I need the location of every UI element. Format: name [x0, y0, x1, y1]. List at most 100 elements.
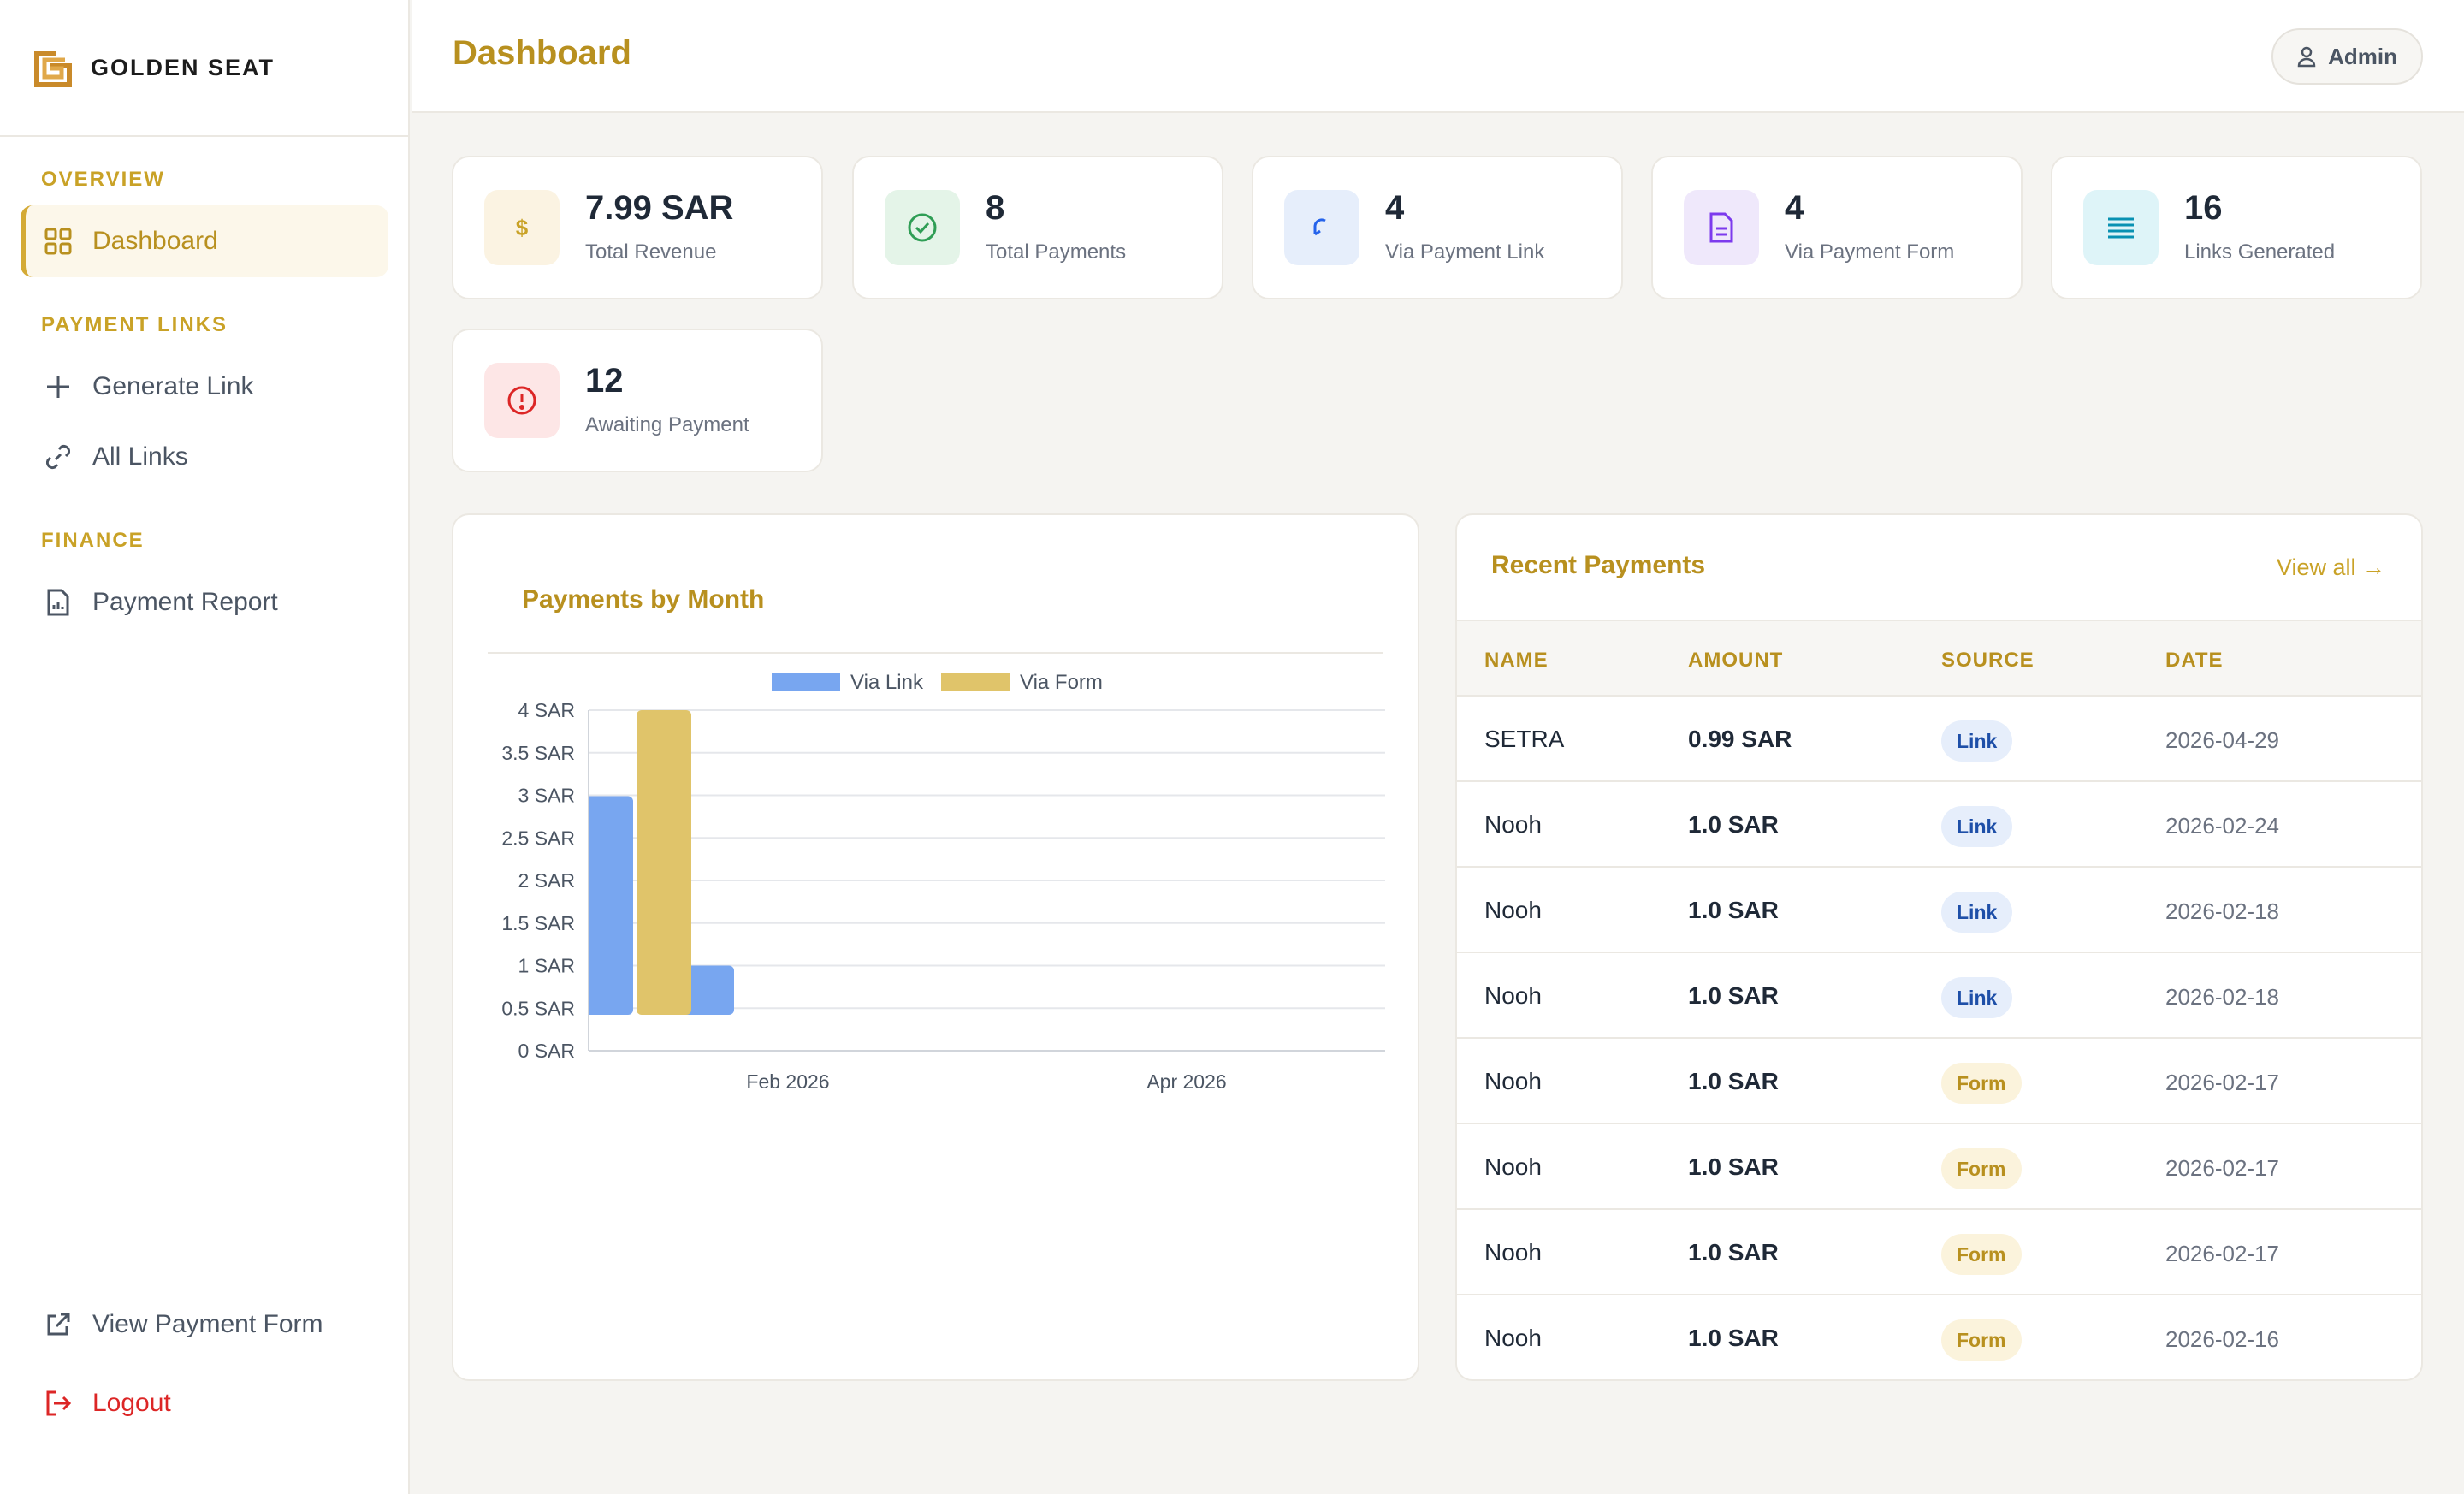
legend-label: Via Link [850, 671, 924, 694]
stat-total-revenue: $ 7.99 SAR Total Revenue [452, 156, 823, 299]
cell-date: 2026-02-17 [2165, 1155, 2279, 1181]
stat-value: 7.99 SAR [585, 189, 734, 227]
y-tick-label: 3 SAR [518, 785, 575, 807]
cell-date: 2026-02-24 [2165, 813, 2279, 839]
y-tick-label: 1 SAR [518, 955, 575, 977]
table-header: NAME AMOUNT SOURCE DATE [1457, 620, 2421, 697]
sidebar-item-all-links[interactable]: All Links [21, 421, 388, 493]
bar-via-link [589, 796, 633, 1015]
source-badge: Form [1941, 1063, 2022, 1104]
cell-name: Nooh [1484, 897, 1542, 923]
cell-name: Nooh [1484, 1068, 1542, 1094]
cell-amount: 1.0 SAR [1688, 1153, 1779, 1180]
stat-awaiting-payment: 12 Awaiting Payment [452, 329, 823, 472]
legend-swatch [772, 673, 840, 691]
stat-via-payment-link: 4 Via Payment Link [1252, 156, 1623, 299]
source-badge: Link [1941, 806, 2013, 847]
admin-user-button[interactable]: Admin [2272, 28, 2423, 85]
bar-via-form [637, 710, 691, 1015]
source-badge: Link [1941, 977, 2013, 1018]
sidebar-item-label: All Links [92, 442, 188, 471]
cell-name: Nooh [1484, 1325, 1542, 1351]
chart-title: Payments by Month [522, 585, 765, 614]
source-badge: Form [1941, 1234, 2022, 1275]
x-tick-label: Apr 2026 [1146, 1070, 1226, 1093]
column-header-date[interactable]: DATE [2165, 649, 2224, 672]
x-tick-label: Feb 2026 [746, 1070, 829, 1093]
sidebar-item-dashboard[interactable]: Dashboard [21, 205, 388, 277]
dollar-icon: $ [484, 190, 560, 265]
cell-amount: 0.99 SAR [1688, 726, 1792, 752]
view-all-link[interactable]: View all → [2276, 554, 2385, 580]
brand[interactable]: GOLDEN SEAT [0, 0, 408, 137]
column-header-amount[interactable]: AMOUNT [1688, 649, 1784, 672]
cell-date: 2026-02-17 [2165, 1241, 2279, 1266]
bar-via-link [679, 965, 734, 1015]
cell-amount: 1.0 SAR [1688, 1068, 1779, 1094]
stat-label: Links Generated [2184, 240, 2336, 264]
stat-value: 4 [1785, 189, 1804, 227]
y-tick-label: 0 SAR [518, 1040, 575, 1062]
section-payment-links: PAYMENT LINKS [41, 313, 228, 336]
sidebar-item-label: Dashboard [92, 227, 218, 255]
source-badge: Link [1941, 720, 2013, 762]
legend-label: Via Form [1020, 671, 1103, 694]
admin-label: Admin [2328, 43, 2397, 69]
cell-date: 2026-04-29 [2165, 727, 2279, 753]
y-tick-label: 0.5 SAR [501, 997, 575, 1019]
link-icon [1284, 190, 1359, 265]
y-tick-label: 2.5 SAR [501, 827, 575, 849]
check-circle-icon [885, 190, 960, 265]
cell-name: Nooh [1484, 1239, 1542, 1266]
stat-label: Total Revenue [585, 240, 717, 264]
y-tick-label: 2 SAR [518, 869, 575, 892]
stat-label: Via Payment Link [1385, 240, 1545, 264]
top-header: Dashboard Admin [412, 0, 2464, 113]
cell-date: 2026-02-18 [2165, 898, 2279, 924]
y-tick-label: 4 SAR [518, 699, 575, 721]
cell-amount: 1.0 SAR [1688, 1239, 1779, 1266]
stat-label: Via Payment Form [1785, 240, 1955, 264]
stat-total-payments: 8 Total Payments [852, 156, 1223, 299]
view-payment-form-label: View Payment Form [92, 1310, 323, 1338]
cell-name: SETRA [1484, 726, 1565, 752]
sidebar-item-payment-report[interactable]: Payment Report [21, 566, 388, 638]
source-badge: Form [1941, 1148, 2022, 1189]
y-tick-label: 1.5 SAR [501, 912, 575, 934]
table-row[interactable]: SETRA 0.99 SAR Link 2026-04-29 [1457, 697, 2421, 782]
user-icon [2297, 46, 2316, 68]
list-icon [2083, 190, 2159, 265]
sidebar-item-generate-link[interactable]: Generate Link [21, 351, 388, 423]
column-header-source[interactable]: SOURCE [1941, 649, 2035, 672]
table-row[interactable]: Nooh 1.0 SAR Form 2026-02-17 [1457, 1210, 2421, 1295]
table-row[interactable]: Nooh 1.0 SAR Form 2026-02-17 [1457, 1039, 2421, 1124]
view-payment-form-button[interactable]: View Payment Form [21, 1289, 388, 1361]
table-row[interactable]: Nooh 1.0 SAR Link 2026-02-24 [1457, 782, 2421, 868]
table-row[interactable]: Nooh 1.0 SAR Link 2026-02-18 [1457, 953, 2421, 1039]
plus-icon [43, 371, 74, 402]
section-finance: FINANCE [41, 529, 145, 552]
section-overview: OVERVIEW [41, 168, 165, 191]
sidebar: GOLDEN SEAT OVERVIEW Dashboard PAYMENT L… [0, 0, 410, 1494]
stat-label: Awaiting Payment [585, 413, 749, 436]
sidebar-item-label: Generate Link [92, 372, 254, 400]
link-icon [43, 442, 74, 472]
logout-label: Logout [92, 1389, 171, 1417]
payments-chart: Via Link Via Form 0 SAR 0.5 SAR 1 SAR 1.5 SAR… [501, 671, 1385, 1093]
recent-payments-card: Recent Payments View all → NAME AMOUNT S… [1455, 513, 2423, 1381]
logout-button[interactable]: Logout [21, 1367, 388, 1439]
alert-icon [484, 363, 560, 438]
cell-name: Nooh [1484, 811, 1542, 838]
golden-seat-logo-icon [34, 51, 72, 87]
source-badge: Link [1941, 892, 2013, 933]
column-header-name[interactable]: NAME [1484, 649, 1549, 672]
table-row[interactable]: Nooh 1.0 SAR Link 2026-02-18 [1457, 868, 2421, 953]
cell-date: 2026-02-18 [2165, 984, 2279, 1010]
grid-icon [43, 226, 74, 257]
table-row[interactable]: Nooh 1.0 SAR Form 2026-02-16 [1457, 1295, 2421, 1379]
table-row[interactable]: Nooh 1.0 SAR Form 2026-02-17 [1457, 1124, 2421, 1210]
cell-name: Nooh [1484, 1153, 1542, 1180]
cell-date: 2026-02-17 [2165, 1070, 2279, 1095]
cell-amount: 1.0 SAR [1688, 811, 1779, 838]
stat-value: 12 [585, 362, 624, 400]
